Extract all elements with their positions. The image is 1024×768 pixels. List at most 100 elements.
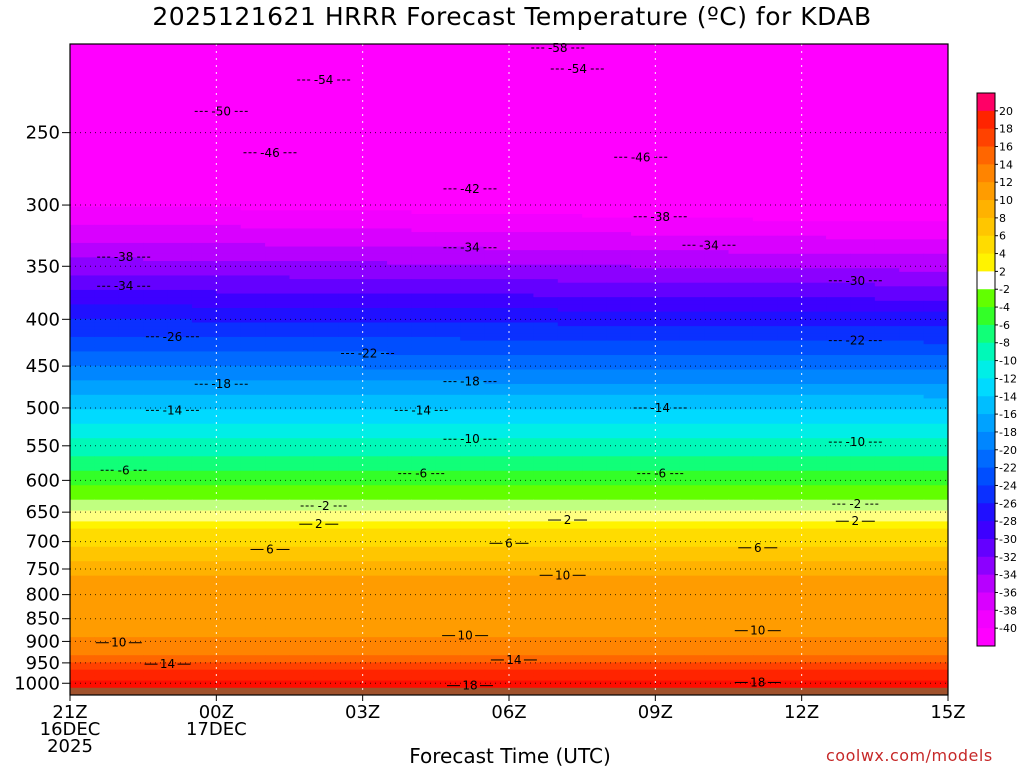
field-cell (167, 391, 193, 396)
field-cell (850, 517, 876, 522)
field-cell (118, 130, 144, 136)
field-cell (94, 138, 120, 143)
field-cell (289, 228, 315, 233)
field-cell (460, 119, 486, 125)
field-cell (557, 282, 583, 287)
field-cell (850, 456, 876, 461)
field-cell (899, 322, 925, 327)
field-cell (118, 293, 144, 298)
field-cell (704, 268, 730, 273)
field-cell (728, 503, 754, 508)
field-cell (143, 452, 169, 457)
field-cell (289, 525, 315, 530)
field-cell (777, 116, 803, 121)
field-cell (923, 76, 948, 81)
field-cell (338, 376, 364, 381)
field-cell (387, 148, 413, 154)
field-cell (752, 427, 778, 432)
field-cell (216, 344, 242, 349)
field-cell (679, 347, 705, 353)
field-cell (265, 282, 291, 287)
field-cell (630, 246, 656, 251)
field-cell (362, 358, 388, 363)
field-cell (679, 438, 705, 443)
field-cell (728, 282, 754, 287)
field-cell (582, 62, 608, 67)
field-cell (801, 264, 827, 269)
field-cell (460, 275, 486, 280)
field-cell (801, 394, 827, 400)
field-cell (923, 463, 948, 468)
field-cell (606, 141, 632, 146)
field-cell (655, 351, 681, 356)
field-cell (460, 459, 486, 465)
field-cell (289, 380, 315, 385)
field-cell (265, 340, 291, 345)
field-cell (313, 481, 339, 486)
field-cell (167, 423, 193, 428)
field-cell (899, 398, 925, 403)
field-cell (728, 369, 754, 374)
field-cell (752, 459, 778, 465)
field-cell (923, 517, 948, 522)
field-cell (313, 221, 339, 226)
field-cell (460, 398, 486, 403)
field-cell (484, 300, 510, 305)
field-cell (143, 362, 169, 367)
field-cell (630, 76, 656, 81)
field-cell (216, 427, 242, 432)
field-cell (850, 141, 876, 146)
field-cell (509, 474, 534, 479)
field-cell (289, 463, 315, 468)
field-cell (265, 62, 291, 67)
field-cell (509, 336, 534, 342)
field-cell (118, 177, 144, 183)
field-cell (387, 459, 413, 465)
field-cell (801, 253, 827, 258)
field-cell (752, 268, 778, 273)
field-cell (143, 62, 169, 67)
field-cell (118, 420, 144, 425)
field-cell (411, 535, 437, 541)
field-cell (167, 185, 193, 190)
field-cell (826, 329, 852, 334)
field-cell (509, 326, 534, 331)
field-cell (777, 373, 803, 378)
field-cell (118, 127, 144, 132)
field-cell (313, 514, 339, 519)
field-cell (777, 72, 803, 78)
field-cell (362, 543, 388, 548)
field-cell (752, 156, 778, 161)
field-cell (582, 163, 608, 168)
field-cell (533, 297, 559, 302)
field-cell (777, 250, 803, 255)
field-cell (801, 485, 827, 490)
field-cell (167, 369, 193, 374)
field-cell (923, 174, 948, 179)
field-cell (801, 185, 827, 190)
field-cell (606, 282, 632, 287)
field-cell (118, 402, 144, 407)
field-cell (777, 152, 803, 157)
field-cell (630, 488, 656, 494)
field-cell (874, 438, 900, 443)
field-cell (265, 315, 291, 320)
field-cell (826, 514, 852, 519)
field-cell (167, 517, 193, 522)
field-cell (289, 80, 315, 85)
field-cell (606, 62, 632, 67)
field-cell (240, 119, 266, 125)
field-cell (752, 76, 778, 81)
field-cell (143, 98, 169, 103)
field-cell (850, 271, 876, 277)
field-cell (557, 398, 583, 403)
field-cell (509, 467, 534, 472)
field-cell (167, 506, 193, 512)
field-cell (70, 304, 95, 309)
field-cell (143, 380, 169, 385)
field-cell (70, 286, 95, 291)
field-cell (728, 286, 754, 291)
field-cell (826, 445, 852, 450)
field-cell (70, 485, 95, 490)
field-cell (923, 430, 948, 436)
